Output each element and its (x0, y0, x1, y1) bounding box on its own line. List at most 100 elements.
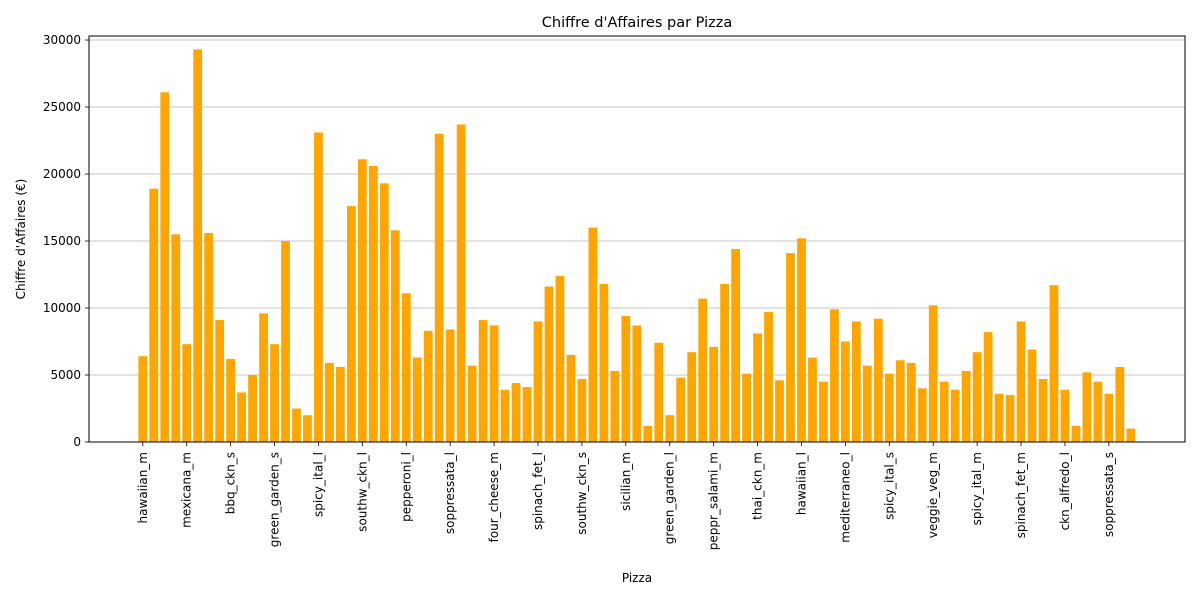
bar (138, 356, 148, 442)
bar (555, 275, 565, 442)
bars (138, 49, 1136, 443)
x-tick-label: four_cheese_m (487, 452, 501, 542)
bar (764, 312, 773, 442)
x-tick-label: veggie_veg_m (926, 452, 940, 538)
x-tick-label: sicilian_m (619, 452, 633, 511)
bar (215, 320, 225, 442)
bar (577, 379, 587, 442)
bar (325, 362, 334, 442)
bar (160, 92, 170, 442)
bar (610, 370, 620, 442)
x-tick-label: hawaiian_l (794, 452, 808, 515)
bar (753, 333, 762, 442)
y-tick-label: 0 (73, 435, 81, 449)
bar (1016, 321, 1026, 442)
bar (643, 425, 653, 442)
x-tick-label: peppr_salami_m (707, 452, 721, 550)
y-tick-label: 20000 (43, 167, 81, 181)
bar (775, 380, 784, 442)
bar (1027, 349, 1037, 442)
plot-frame (88, 35, 1186, 443)
x-tick-label: soppressata_l (443, 452, 457, 534)
bar (709, 346, 719, 442)
bar (873, 318, 883, 442)
bar (566, 354, 576, 442)
bar (720, 283, 730, 442)
bar (522, 387, 532, 442)
bar (237, 392, 246, 442)
bar (390, 230, 400, 442)
bar (1093, 381, 1103, 442)
x-tick-label: mediterraneo_l (838, 452, 852, 543)
bar (1005, 395, 1015, 442)
x-tick-label: thai_ckn_m (751, 452, 765, 520)
x-tick-label: hawaiian_m (136, 452, 150, 523)
x-tick-label: southw_ckn_l (355, 452, 369, 532)
bar (303, 415, 312, 442)
bar (851, 321, 861, 442)
x-tick-label: spicy_ital_m (970, 452, 984, 525)
y-tick-label: 15000 (43, 234, 81, 248)
bar (336, 366, 345, 442)
bar (226, 358, 236, 442)
bar (259, 313, 268, 442)
x-tick-label: soppressata_s (1102, 452, 1116, 537)
bar (423, 330, 433, 442)
bar (171, 234, 181, 442)
bar (1038, 379, 1048, 442)
bar (939, 381, 949, 442)
chart-title: Chiffre d'Affaires par Pizza (542, 15, 732, 31)
bar (292, 408, 301, 442)
bar (742, 373, 751, 442)
x-tick-label: southw_ckn_s (575, 452, 589, 535)
bar (917, 388, 927, 442)
x-tick-label: spicy_ital_s (882, 452, 896, 520)
bar (193, 49, 203, 443)
bar (830, 309, 839, 442)
bar (983, 332, 993, 442)
bar (467, 365, 477, 442)
x-tick-label: pepperoni_l (399, 452, 413, 522)
bar (346, 206, 356, 442)
bar (632, 325, 642, 442)
bar (841, 341, 850, 442)
bar (687, 352, 697, 442)
y-tick-label: 5000 (50, 368, 81, 382)
x-tick-label: spinach_fet_l (531, 452, 545, 530)
bar (1082, 372, 1092, 442)
x-axis-title: Pizza (622, 571, 652, 585)
y-axis-title: Chiffre d'Affaires (€) (14, 179, 28, 300)
bar (698, 298, 708, 442)
bar (456, 124, 466, 442)
bar (599, 283, 609, 442)
bar (797, 238, 806, 442)
bar (731, 249, 740, 442)
bar (511, 383, 521, 442)
bar (621, 316, 631, 442)
bar (434, 133, 444, 442)
bar (884, 373, 894, 442)
bar (972, 352, 982, 442)
bar (654, 342, 664, 442)
bar (401, 293, 411, 442)
bar (1126, 428, 1136, 442)
bar (1049, 285, 1059, 442)
x-tick-label: mexicana_m (180, 452, 194, 528)
bar (906, 362, 916, 442)
bar (412, 357, 422, 442)
y-tick-label: 25000 (43, 100, 81, 114)
bar (500, 389, 510, 442)
y-tick-label: 10000 (43, 301, 81, 315)
bar (270, 344, 279, 442)
bar (149, 188, 159, 442)
bar (1071, 425, 1081, 442)
y-tick-label: 30000 (43, 33, 81, 47)
bar (895, 360, 905, 442)
bar (950, 389, 960, 442)
bar (786, 253, 795, 442)
bar (182, 344, 192, 442)
x-axis: hawaiian_m mexicana_m bbq_ckn_s green_garde… (136, 442, 1116, 550)
bar (1115, 366, 1125, 442)
x-tick-label: green_garden_l (663, 452, 677, 544)
